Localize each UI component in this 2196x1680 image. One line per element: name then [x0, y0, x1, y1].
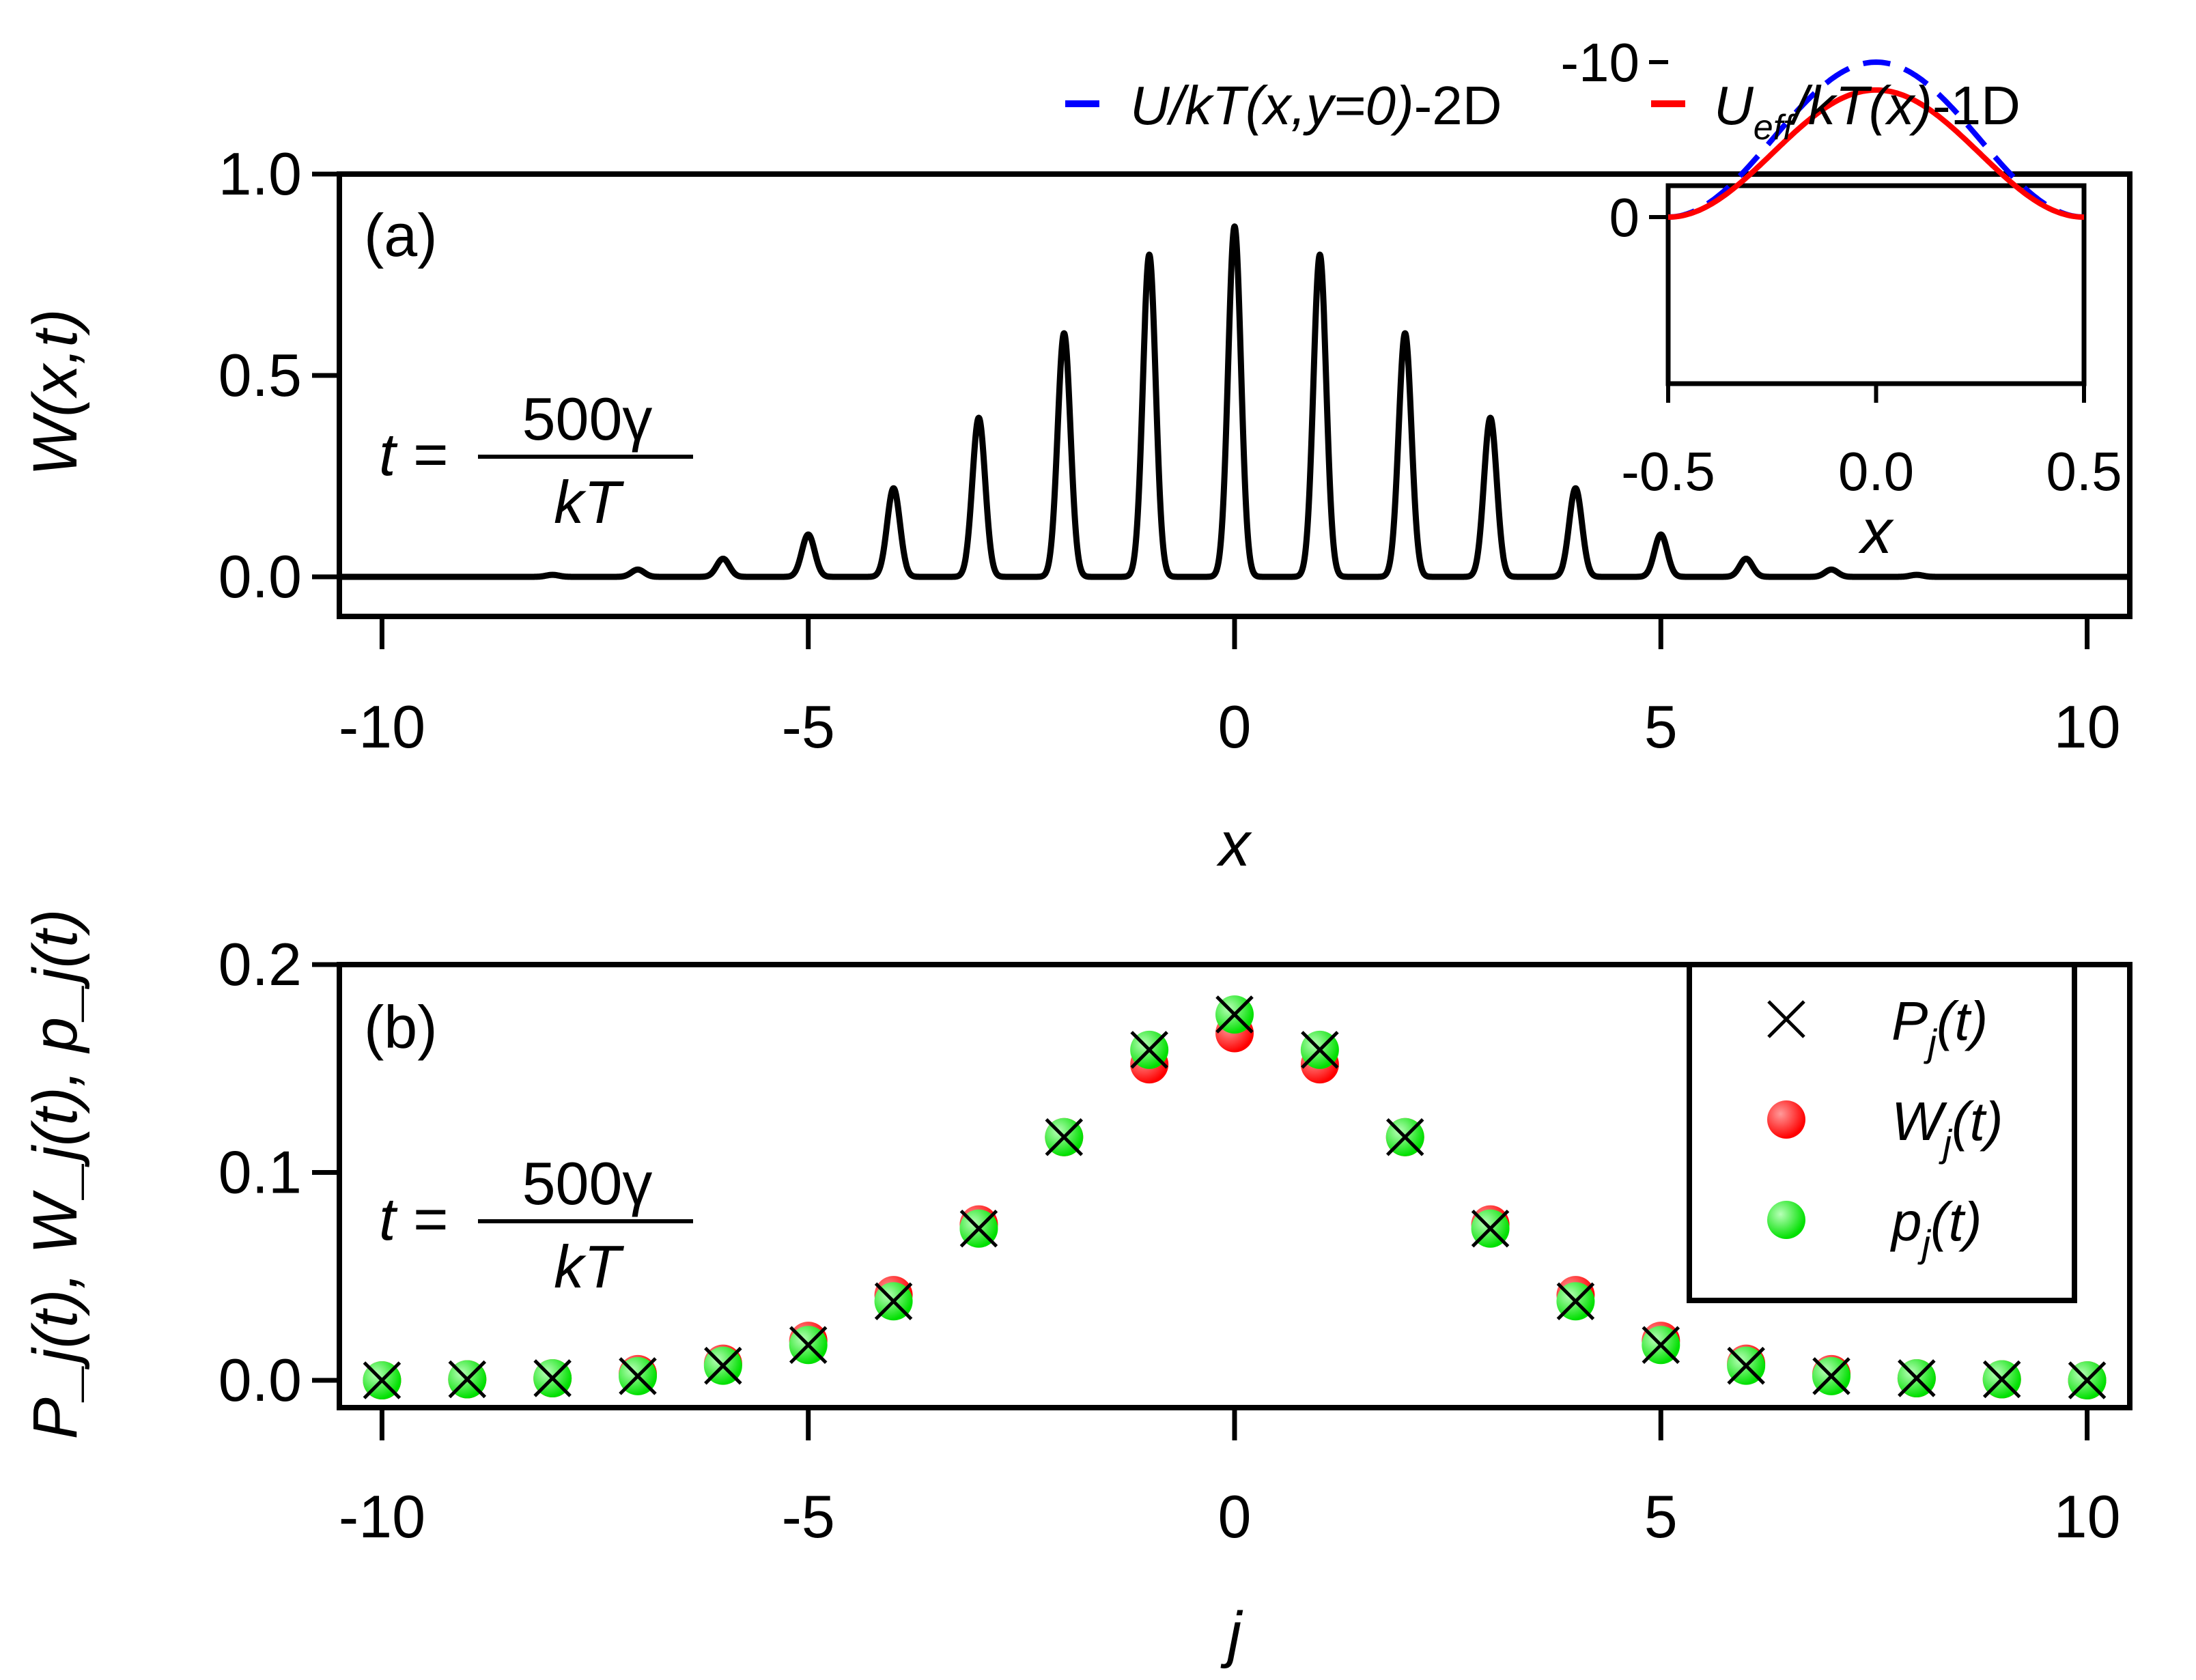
legend-label-2d: U/kT(x,y=0)-2D — [1130, 75, 1502, 136]
panel-a-ylabel: W(x,t) — [20, 309, 90, 476]
panel-b-xtick-label: -5 — [782, 1483, 835, 1550]
w-curve — [337, 223, 2132, 580]
point-P — [1471, 1209, 1510, 1248]
time-numerator: 500γ — [522, 385, 653, 453]
point-P — [959, 1209, 998, 1248]
inset-ytick-label: 0 — [1609, 187, 1640, 248]
point-P — [1301, 1031, 1339, 1069]
panel-a-ytick-label: 0.0 — [219, 543, 302, 610]
point-P — [1045, 1117, 1084, 1156]
time-denominator: kT — [554, 1233, 624, 1300]
panel-a-label: (a) — [364, 201, 438, 269]
panel-a-ytick-label: 0.5 — [219, 341, 302, 409]
panel-a-xtick-label: 10 — [2054, 693, 2121, 760]
legend-marker-P — [1767, 1000, 1805, 1038]
time-denominator: kT — [554, 468, 624, 536]
panel-a-xtick-label: -10 — [339, 693, 425, 760]
panel-b-ytick-label: 0.2 — [219, 930, 302, 998]
panel-b-xtick-label: 5 — [1644, 1483, 1678, 1550]
panel-b-xtick-label: -10 — [339, 1483, 425, 1550]
inset-xtick-label: 0.0 — [1838, 441, 1914, 502]
panel-b-xtick-label: 10 — [2054, 1483, 2121, 1550]
inset-frame — [1665, 183, 2087, 386]
panel-b-xlabel: j — [1220, 1599, 1243, 1669]
panel-b-label: (b) — [364, 993, 438, 1061]
inset-curve-2d — [1667, 59, 2085, 220]
point-P — [619, 1357, 657, 1395]
panel-a-xtick-label: 0 — [1218, 693, 1252, 760]
point-P — [1385, 1117, 1424, 1156]
inset-xtick-label: -0.5 — [1621, 441, 1715, 502]
point-P — [1812, 1357, 1850, 1395]
panel-a-xtick-label: 5 — [1644, 693, 1678, 760]
inset-xtick-label: 0.5 — [2046, 441, 2122, 502]
panel-a-ytick-label: 1.0 — [219, 140, 302, 208]
point-P — [1556, 1282, 1595, 1321]
panel-b-xtick-label: 0 — [1218, 1483, 1252, 1550]
point-P — [363, 1361, 402, 1399]
point-P — [789, 1326, 828, 1365]
point-P — [1727, 1346, 1765, 1385]
panel-b-ytick-label: 0.1 — [219, 1139, 302, 1206]
point-P — [1982, 1360, 2021, 1399]
legend-marker-W — [1767, 1100, 1805, 1139]
inset-xlabel: x — [1858, 497, 1894, 567]
time-lhs: t = — [379, 1185, 447, 1253]
point-P — [1898, 1359, 1936, 1397]
legend-label-1d: Ueff/kT(x)-1D — [1714, 75, 2021, 147]
point-P — [448, 1360, 487, 1399]
panel-a-xtick-label: -5 — [782, 693, 835, 760]
point-P — [533, 1359, 572, 1397]
point-P — [1215, 995, 1254, 1034]
panel-a-xlabel: x — [1216, 810, 1252, 879]
inset-ytick-label: -10 — [1560, 32, 1639, 93]
panel-b-ylabel: P_j(t), W_j(t), p_j(t) — [20, 909, 90, 1440]
legend-marker-p — [1767, 1201, 1805, 1239]
inset-curve-1d — [1668, 87, 2084, 220]
time-numerator: 500γ — [522, 1150, 653, 1217]
panel-b-ytick-label: 0.0 — [219, 1346, 302, 1414]
legend-label-W: Wj(t) — [1891, 1091, 2003, 1165]
point-P — [1130, 1031, 1168, 1069]
point-P — [1642, 1326, 1680, 1365]
panel-b-legend — [1687, 962, 2077, 1303]
legend-label-P: Pj(t) — [1891, 991, 1988, 1064]
point-P — [874, 1282, 913, 1321]
time-lhs: t = — [379, 421, 447, 488]
point-P — [2068, 1361, 2107, 1399]
point-P — [704, 1346, 742, 1385]
